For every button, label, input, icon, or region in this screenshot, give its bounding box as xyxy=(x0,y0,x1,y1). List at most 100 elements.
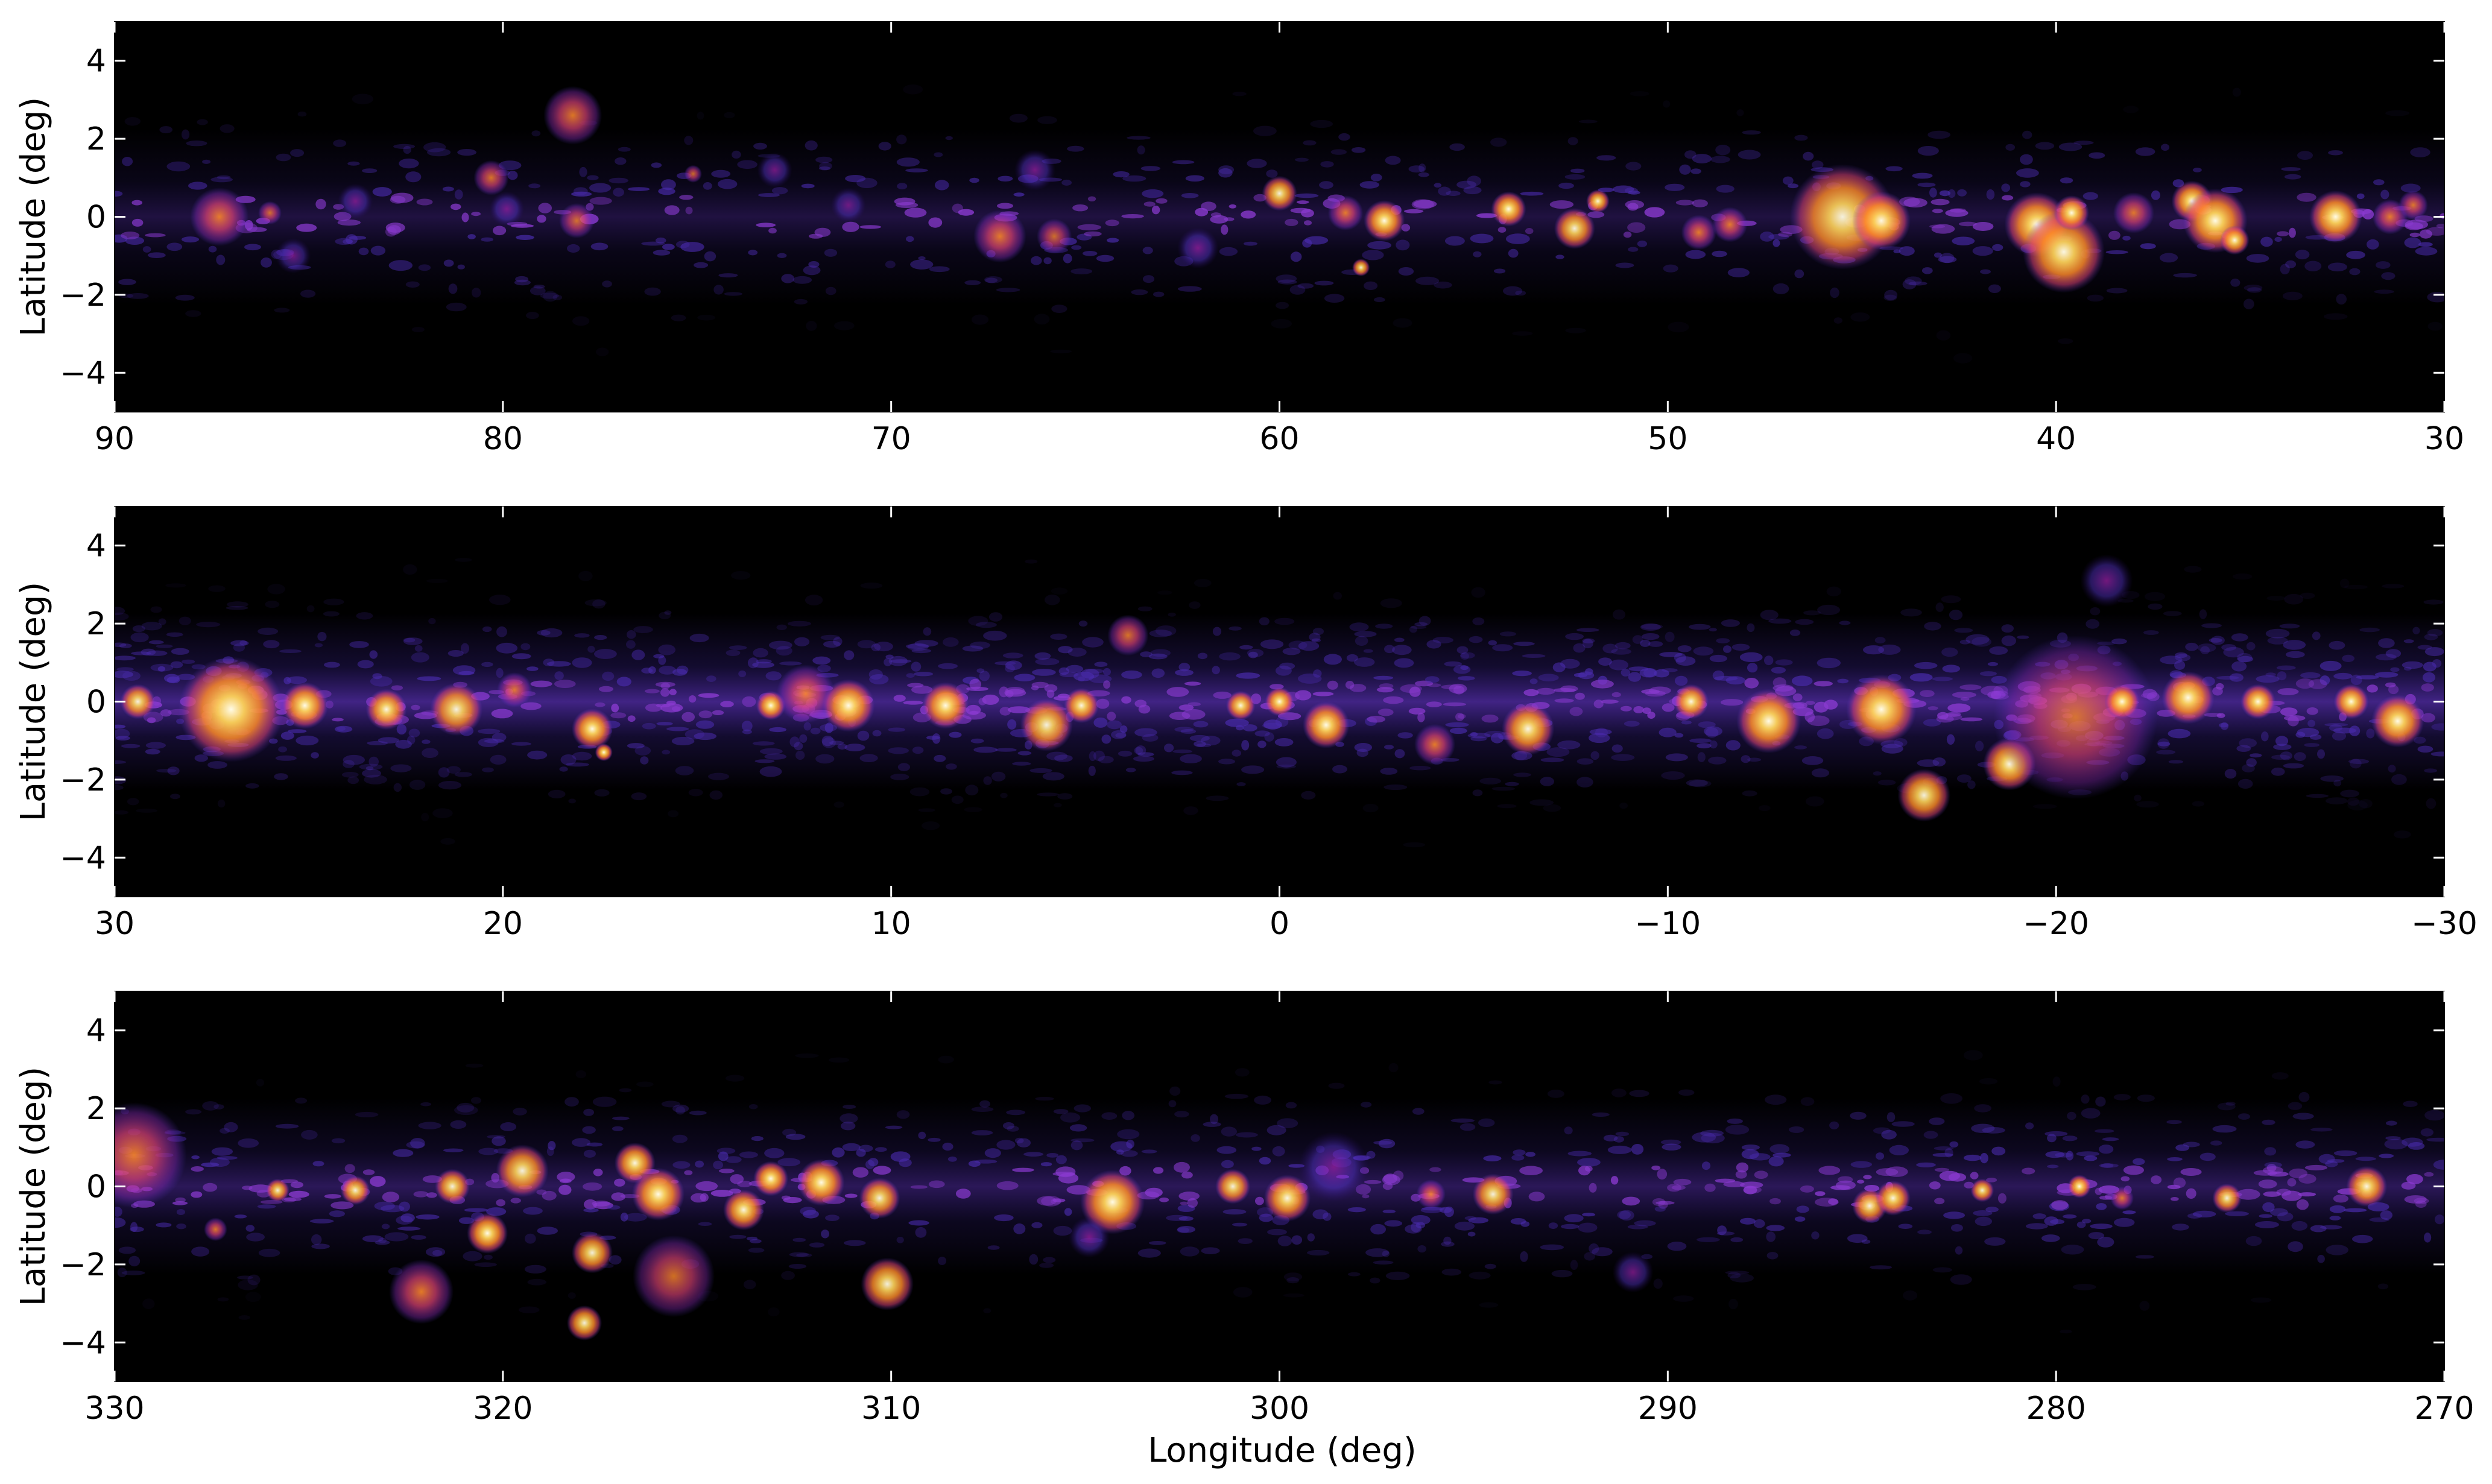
source-middle-21 xyxy=(1736,689,1801,754)
source-middle-5 xyxy=(497,672,533,708)
source-top-7 xyxy=(559,203,595,239)
x-tick-label: 270 xyxy=(2414,1391,2474,1427)
x-tick-label: 90 xyxy=(95,421,134,457)
source-middle-1 xyxy=(178,657,284,762)
source-middle-4 xyxy=(429,683,483,736)
source-top-17 xyxy=(1364,200,1405,241)
y-tick-label: 0 xyxy=(86,200,106,236)
source-bottom-21 xyxy=(1263,1175,1311,1222)
source-middle-13 xyxy=(1064,687,1099,724)
y-tick-label: −2 xyxy=(60,1247,106,1283)
source-top-23 xyxy=(1712,207,1748,242)
source-bottom-27 xyxy=(1875,1180,1911,1216)
source-middle-22 xyxy=(1846,674,1917,745)
source-top-33 xyxy=(2309,190,2362,244)
source-bottom-11 xyxy=(631,1167,685,1221)
source-bottom-25 xyxy=(1612,1251,1654,1293)
source-middle-31 xyxy=(2371,695,2424,748)
x-tick-label: 30 xyxy=(95,906,134,942)
source-middle-3 xyxy=(365,689,407,730)
source-bottom-2 xyxy=(266,1178,289,1202)
source-middle-18 xyxy=(1414,724,1455,765)
x-tick-label: −10 xyxy=(1634,906,1701,942)
x-tick-label: −20 xyxy=(2023,906,2089,942)
y-tick-label: 2 xyxy=(86,1091,106,1127)
source-top-2 xyxy=(276,238,311,274)
y-tick-label: 0 xyxy=(86,684,106,721)
plot-area xyxy=(115,84,2444,364)
y-tick-label: −4 xyxy=(60,355,106,391)
y-tick-label: 2 xyxy=(86,121,106,157)
source-bottom-6 xyxy=(467,1213,508,1254)
x-tick-label: 310 xyxy=(861,1391,921,1427)
y-axis-label: Latitude (deg) xyxy=(14,97,53,337)
source-bottom-7 xyxy=(496,1144,549,1198)
y-tick-label: −4 xyxy=(60,1325,106,1361)
source-bottom-17 xyxy=(861,1257,914,1310)
source-middle-0 xyxy=(120,684,156,719)
source-bottom-15 xyxy=(798,1159,845,1206)
source-middle-2 xyxy=(281,682,329,729)
source-top-1 xyxy=(258,201,282,225)
source-middle-27 xyxy=(2104,684,2140,719)
source-bottom-4 xyxy=(389,1259,454,1324)
source-top-25 xyxy=(1852,191,1911,250)
source-bottom-19 xyxy=(1069,1216,1110,1258)
source-middle-26 xyxy=(2080,554,2133,607)
source-bottom-5 xyxy=(435,1169,470,1204)
x-tick-label: 30 xyxy=(2424,421,2464,457)
source-bottom-24 xyxy=(1472,1173,1514,1215)
y-axis-label: Latitude (deg) xyxy=(14,582,53,822)
source-top-35 xyxy=(2399,190,2428,220)
source-middle-25 xyxy=(1993,635,2158,800)
source-middle-15 xyxy=(1225,690,1256,721)
source-middle-6 xyxy=(571,708,613,750)
source-top-13 xyxy=(1037,218,1072,254)
x-tick-label: 20 xyxy=(483,906,523,942)
source-top-16 xyxy=(1327,195,1364,231)
x-tick-label: 60 xyxy=(1259,421,1299,457)
source-top-12 xyxy=(1014,149,1055,191)
source-top-34 xyxy=(2372,199,2408,235)
x-tick-label: 330 xyxy=(84,1391,144,1427)
source-top-11 xyxy=(973,210,1026,263)
x-tick-label: 80 xyxy=(483,421,523,457)
y-tick-label: 2 xyxy=(86,606,106,642)
source-bottom-22 xyxy=(1298,1132,1369,1202)
source-bottom-1 xyxy=(204,1217,227,1242)
y-tick-label: 0 xyxy=(86,1169,106,1205)
plot-area xyxy=(115,554,2444,848)
source-top-0 xyxy=(190,188,249,246)
x-tick-label: −30 xyxy=(2411,906,2478,942)
source-bottom-8 xyxy=(571,1232,613,1274)
source-top-21 xyxy=(1586,189,1610,213)
y-tick-label: 4 xyxy=(86,43,106,80)
x-tick-label: 0 xyxy=(1270,906,1289,942)
x-tick-label: 70 xyxy=(871,421,911,457)
source-middle-17 xyxy=(1303,701,1350,749)
source-top-32 xyxy=(2220,226,2250,255)
x-tick-label: 280 xyxy=(2026,1391,2086,1427)
source-middle-9 xyxy=(776,665,835,724)
source-middle-7 xyxy=(595,744,613,762)
source-top-6 xyxy=(543,86,602,145)
y-axis-label: Latitude (deg) xyxy=(14,1067,53,1307)
source-bottom-12 xyxy=(633,1235,715,1318)
source-top-5 xyxy=(489,191,525,227)
source-top-8 xyxy=(684,165,702,183)
source-middle-29 xyxy=(2240,684,2276,719)
source-middle-30 xyxy=(2333,684,2369,719)
source-middle-28 xyxy=(2162,671,2215,724)
x-tick-label: 320 xyxy=(473,1391,533,1427)
source-bottom-23 xyxy=(1416,1179,1446,1209)
source-middle-19 xyxy=(1501,703,1555,756)
source-bottom-9 xyxy=(566,1305,602,1340)
source-bottom-3 xyxy=(340,1175,370,1205)
y-tick-label: −2 xyxy=(60,277,106,314)
x-tick-label: 40 xyxy=(2036,421,2076,457)
x-axis-label: Longitude (deg) xyxy=(1148,1431,1417,1470)
source-top-19 xyxy=(1491,191,1526,227)
